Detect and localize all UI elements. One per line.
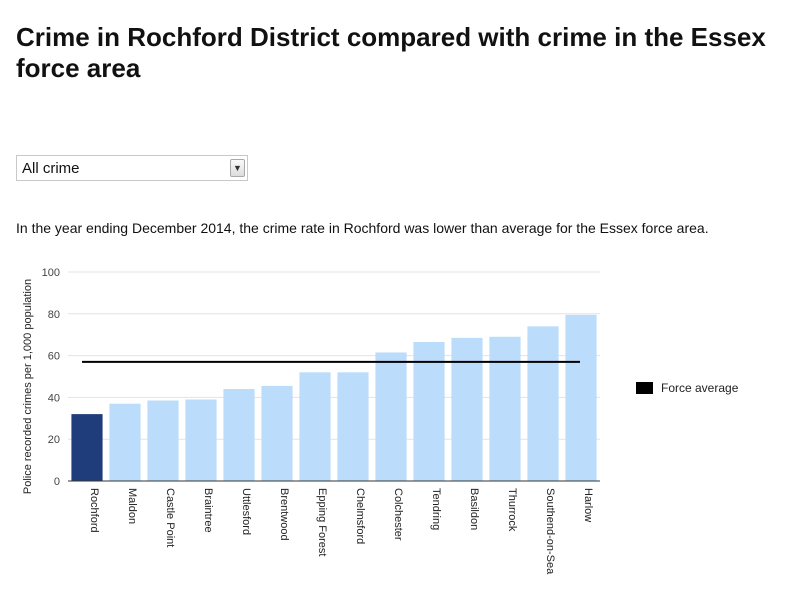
bar-basildon[interactable]	[451, 337, 483, 481]
legend-swatch-force-average	[636, 382, 653, 394]
bar-castle-point[interactable]	[147, 400, 179, 481]
bar-thurrock[interactable]	[489, 336, 521, 481]
x-tick-label: Colchester	[392, 488, 404, 541]
bar-southend-on-sea[interactable]	[527, 326, 559, 481]
legend-label-force-average: Force average	[661, 381, 739, 395]
bar-maldon[interactable]	[109, 403, 141, 481]
x-tick-label: Maldon	[126, 488, 138, 524]
y-tick-label: 80	[48, 309, 60, 321]
x-tick-label: Chelmsford	[354, 488, 366, 544]
y-axis-ticks: 0 20 40 60 80 100	[42, 267, 60, 488]
x-axis-labels: Rochford Maldon Castle Point Braintree Uttle…	[88, 488, 594, 575]
x-tick-label: Brentwood	[278, 488, 290, 541]
chevron-down-icon[interactable]: ▼	[230, 159, 245, 177]
bar-colchester[interactable]	[375, 352, 407, 481]
x-tick-label: Tendring	[430, 488, 442, 530]
bar-epping-forest[interactable]	[299, 372, 331, 481]
summary-text: In the year ending December 2014, the cr…	[16, 220, 709, 236]
bar-rochford[interactable]	[71, 414, 103, 481]
bar-braintree[interactable]	[185, 399, 217, 481]
x-tick-label: Southend-on-Sea	[544, 488, 556, 575]
x-tick-label: Castle Point	[164, 488, 176, 547]
page-title: Crime in Rochford District compared with…	[16, 22, 766, 83]
x-tick-label: Harlow	[582, 488, 594, 522]
y-tick-label: 0	[54, 476, 60, 488]
bars	[71, 314, 597, 481]
crime-type-select[interactable]: All crime ▼	[16, 155, 248, 181]
y-tick-label: 20	[48, 434, 60, 446]
crime-type-select-value: All crime	[22, 160, 80, 177]
bar-chart: 0 20 40 60 80 100 Rochford Maldon Castle Point B…	[22, 267, 600, 575]
x-tick-label: Rochford	[88, 488, 100, 533]
bar-uttlesford[interactable]	[223, 389, 255, 481]
x-tick-label: Basildon	[468, 488, 480, 530]
bar-chelmsford[interactable]	[337, 372, 369, 481]
bar-tendring[interactable]	[413, 342, 445, 481]
x-tick-label: Thurrock	[506, 488, 518, 532]
y-tick-label: 60	[48, 351, 60, 363]
y-tick-label: 100	[42, 267, 60, 279]
y-axis-title: Police recorded crimes per 1,000 populat…	[22, 279, 34, 494]
x-tick-label: Epping Forest	[316, 488, 328, 556]
bar-brentwood[interactable]	[261, 385, 293, 481]
x-tick-label: Braintree	[202, 488, 214, 533]
x-tick-label: Uttlesford	[240, 488, 252, 535]
bar-harlow[interactable]	[565, 314, 597, 481]
y-tick-label: 40	[48, 392, 60, 404]
